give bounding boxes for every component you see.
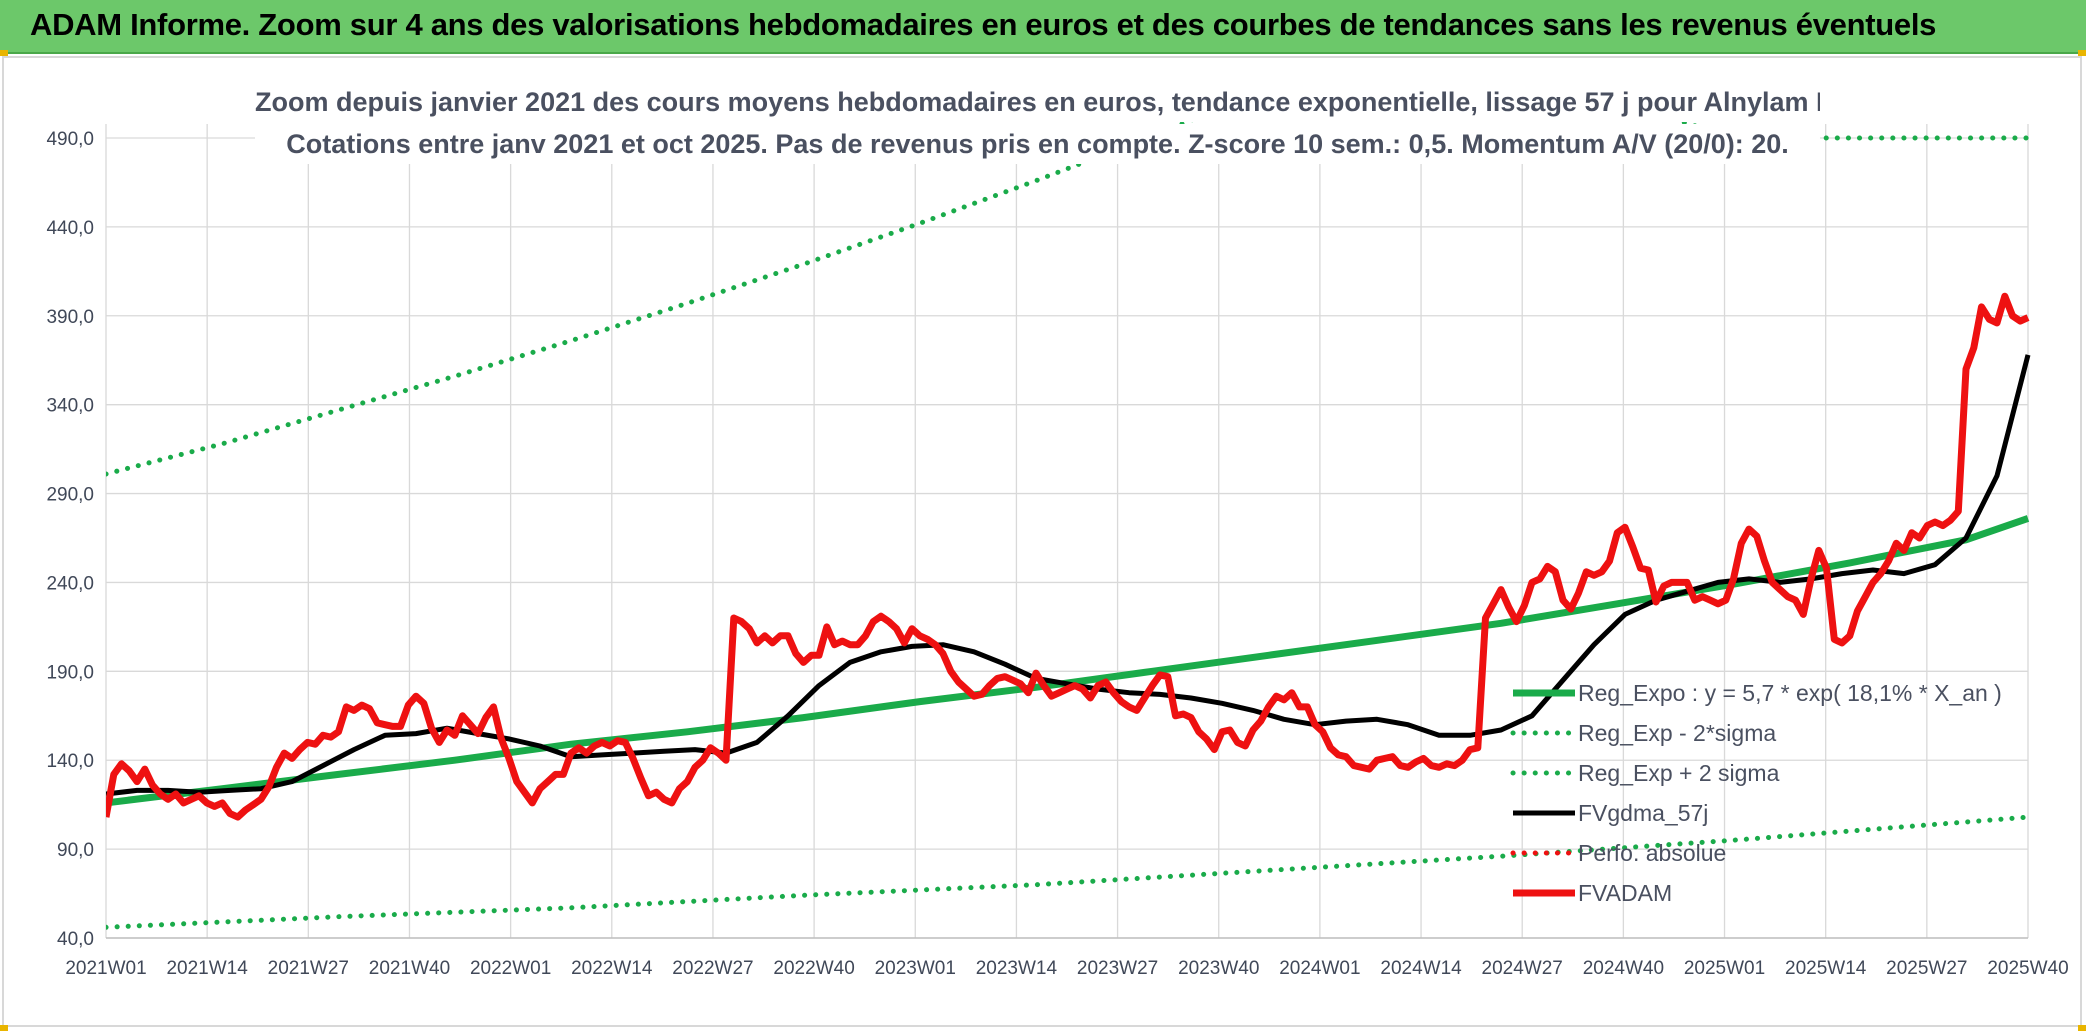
y-tick-label: 490,0 [46, 129, 94, 150]
y-tick-label: 140,0 [46, 751, 94, 772]
y-tick-label: 290,0 [46, 485, 94, 506]
series-line-solid-black [106, 354, 2031, 797]
x-tick-label: 2021W40 [369, 958, 450, 979]
report-header-bar: ADAM Informe. Zoom sur 4 ans des valoris… [0, 0, 2086, 54]
x-tick-label: 2024W27 [1482, 958, 1563, 979]
chart-title-line-1: Zoom depuis janvier 2021 des cours moyen… [255, 82, 1820, 122]
x-tick-label: 2021W27 [268, 958, 349, 979]
chart-title-line-2: Cotations entre janv 2021 et oct 2025. P… [255, 124, 1820, 164]
y-tick-label: 340,0 [46, 396, 94, 417]
report-title: ADAM Informe. Zoom sur 4 ans des valoris… [30, 7, 1937, 42]
x-tick-label: 2023W27 [1077, 958, 1158, 979]
x-tick-label: 2021W14 [166, 958, 248, 979]
frame-corner-marker [0, 1025, 8, 1031]
x-tick-label: 2023W01 [875, 958, 956, 979]
x-tick-label: 2023W14 [976, 958, 1058, 979]
y-tick-label: 40,0 [57, 929, 94, 950]
x-tick-label: 2025W27 [1886, 958, 1967, 979]
series-line-dotted-green [106, 814, 2031, 930]
series-line-dotted-green [106, 118, 2031, 477]
legend-label: Reg_Exp + 2 sigma [1578, 760, 1780, 786]
legend-label: Reg_Exp - 2*sigma [1578, 720, 1776, 746]
x-tick-label: 2023W40 [1178, 958, 1259, 979]
legend-label: Reg_Expo : y = 5,7 * exp( 18,1% * X_an ) [1578, 680, 2002, 706]
x-tick-label: 2022W40 [773, 958, 854, 979]
legend-label: FVADAM [1578, 880, 1672, 906]
frame-corner-marker [0, 50, 8, 56]
x-tick-label: 2022W27 [672, 958, 753, 979]
x-tick-label: 2022W01 [470, 958, 551, 979]
legend-label: Perfo. absolue [1578, 840, 1726, 866]
y-tick-label: 190,0 [46, 662, 94, 683]
x-tick-label: 2021W01 [65, 958, 146, 979]
y-tick-label: 90,0 [57, 840, 94, 861]
frame-corner-marker [2078, 1025, 2086, 1031]
y-tick-label: 240,0 [46, 573, 94, 594]
x-tick-label: 2022W14 [571, 958, 653, 979]
x-tick-label: 2025W01 [1684, 958, 1765, 979]
y-tick-label: 440,0 [46, 218, 94, 239]
y-tick-label: 390,0 [46, 307, 94, 328]
series-group [106, 118, 2031, 930]
x-tick-label: 2025W14 [1785, 958, 1867, 979]
legend-label: FVgdma_57j [1578, 800, 1708, 826]
x-tick-label: 2025W40 [1987, 958, 2068, 979]
series-line-solid-red [106, 292, 2030, 821]
x-tick-label: 2024W01 [1279, 958, 1360, 979]
chart-frame [2, 56, 2082, 1027]
x-tick-label: 2024W40 [1583, 958, 1664, 979]
frame-corner-marker [2078, 50, 2086, 56]
x-tick-label: 2024W14 [1380, 958, 1462, 979]
